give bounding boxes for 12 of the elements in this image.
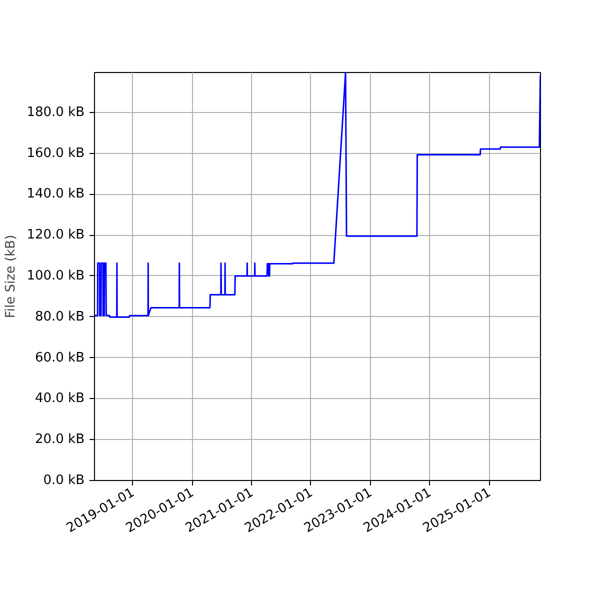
y-tick-label: 0.0 kB bbox=[43, 473, 85, 488]
y-axis-title: File Size (kB) bbox=[4, 234, 19, 318]
y-tick-label: 140.0 kB bbox=[26, 186, 84, 202]
y-tick-label: 80.0 kB bbox=[34, 309, 85, 324]
y-tick-label: 40.0 kB bbox=[34, 391, 85, 406]
y-tick-label: 120.0 kB bbox=[26, 228, 84, 243]
y-tick-label: 160.0 kB bbox=[26, 146, 84, 161]
y-tick-label: 60.0 kB bbox=[34, 350, 85, 366]
y-tick-label: 100.0 kB bbox=[26, 268, 84, 284]
line-series bbox=[94, 72, 540, 318]
y-tick-label: 20.0 kB bbox=[34, 432, 85, 448]
y-tick-label: 180.0 kB bbox=[26, 104, 84, 120]
